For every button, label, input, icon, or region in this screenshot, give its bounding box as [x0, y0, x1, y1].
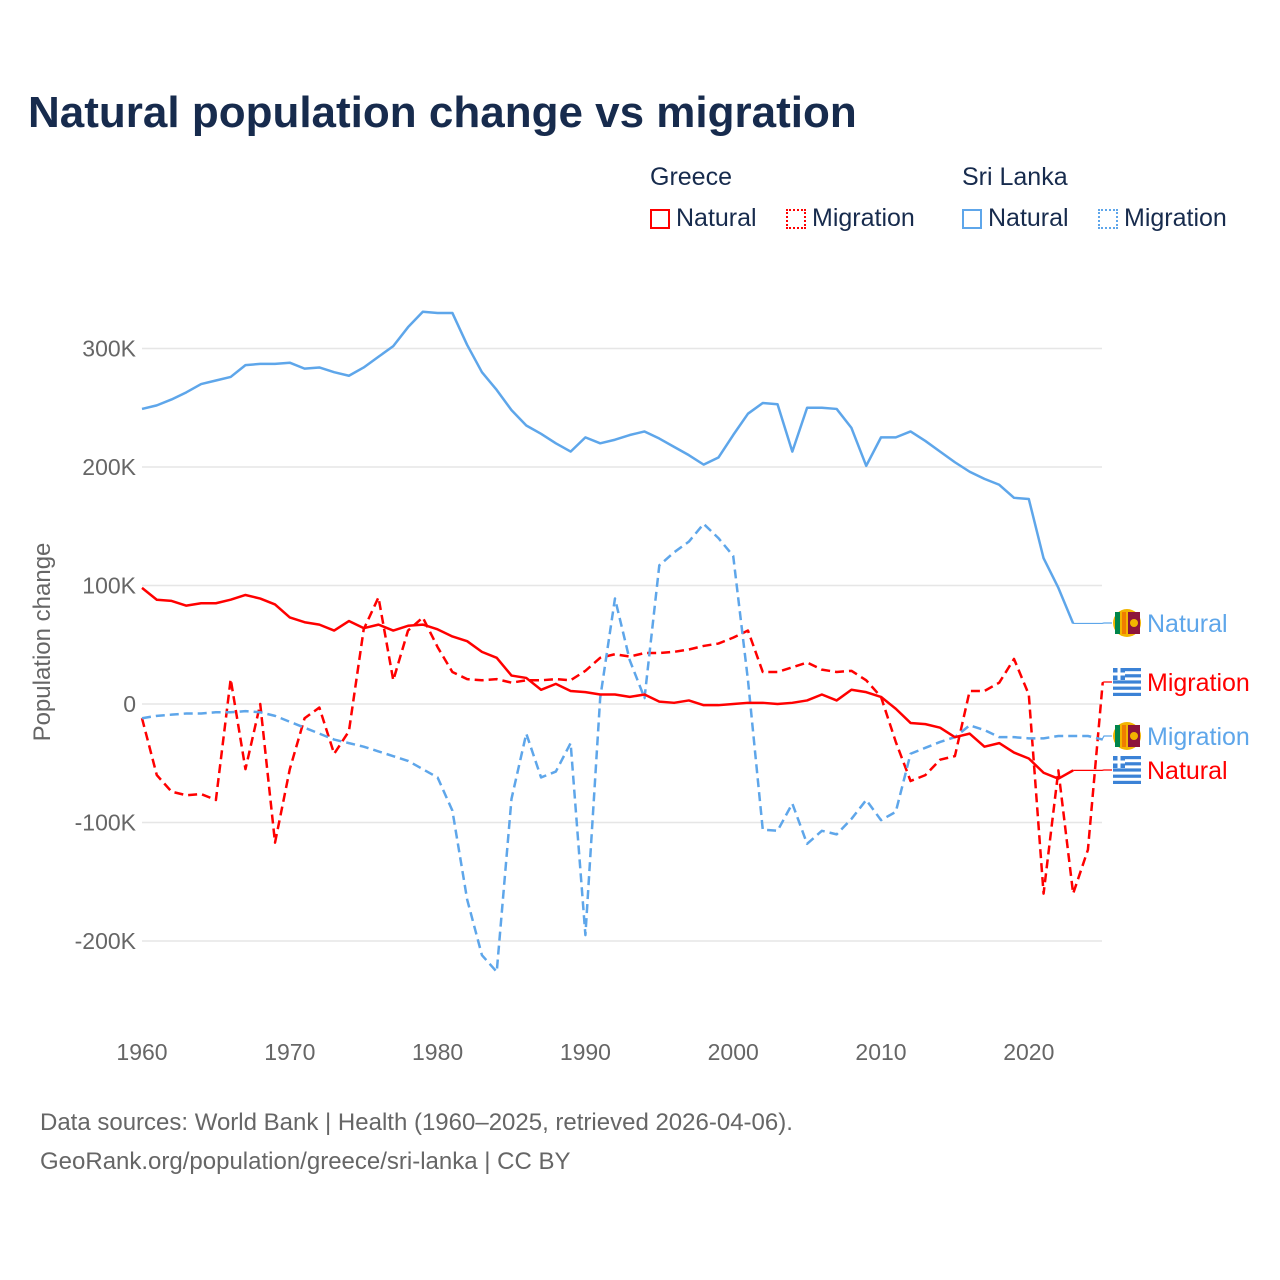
x-tick-label: 1980 [412, 1039, 463, 1065]
y-tick-label: -100K [75, 810, 137, 836]
legend-swatch [786, 208, 806, 229]
flag-band [1122, 612, 1126, 634]
legend-swatch [962, 208, 982, 229]
flag-cross [1113, 672, 1125, 676]
flag-stripe [1113, 780, 1141, 784]
x-tick-label: 2020 [1003, 1039, 1054, 1065]
y-tick-label: 200K [82, 454, 136, 480]
legend-greece-migration[interactable]: Migration [786, 204, 915, 233]
y-tick-label: 0 [123, 691, 136, 717]
x-tick-label: 1990 [560, 1039, 611, 1065]
flag-stripe [1113, 674, 1141, 678]
flag-stripe [1113, 756, 1141, 760]
x-tick-label: 2000 [708, 1039, 759, 1065]
legend-swatch [650, 208, 670, 229]
legend-label: Migration [812, 204, 915, 232]
legend-swatch [1098, 208, 1118, 229]
flag-band [1122, 725, 1126, 747]
flag-stripe [1113, 768, 1141, 772]
legend-group-sri-lanka: Sri Lanka [962, 163, 1068, 191]
legend-greece-natural[interactable]: Natural [650, 204, 757, 233]
flag-band [1115, 612, 1120, 634]
flag-stripe [1113, 774, 1141, 778]
flag-lion [1130, 732, 1138, 740]
flag-stripe [1113, 692, 1141, 696]
flag-stripe [1113, 668, 1141, 672]
x-tick-label: 1970 [264, 1039, 315, 1065]
series-line-sri-lanka-natural [141, 310, 1075, 624]
series-line-greece-natural [141, 586, 1074, 780]
flag-stripe [1113, 680, 1141, 684]
x-tick-label: 1960 [116, 1039, 167, 1065]
series-line-greece-migration [140, 596, 1104, 895]
y-tick-label: 300K [82, 336, 136, 362]
flag-stripe [1113, 686, 1141, 690]
x-tick-label: 2010 [855, 1039, 906, 1065]
footer-source: Data sources: World Bank | Health (1960–… [40, 1109, 793, 1136]
end-label: Natural [1147, 757, 1228, 785]
flag-band [1115, 725, 1120, 747]
legend-label: Natural [676, 204, 757, 232]
end-label: Migration [1147, 723, 1250, 751]
footer-url[interactable]: GeoRank.org/population/greece/sri-lanka … [40, 1148, 571, 1175]
series-line-sri-lanka-migration [141, 522, 1103, 974]
y-axis-label: Population change [29, 543, 56, 742]
legend-label: Migration [1124, 204, 1227, 232]
end-label: Migration [1147, 669, 1250, 697]
label-connector [1100, 735, 1112, 741]
end-label: Natural [1147, 610, 1228, 638]
y-tick-label: 100K [82, 573, 136, 599]
flag-lion [1130, 619, 1138, 627]
flag-cross [1113, 760, 1125, 764]
legend-label: Natural [988, 204, 1069, 232]
y-tick-label: -200K [75, 928, 137, 954]
label-connector [1101, 681, 1112, 684]
chart-title: Natural population change vs migration [28, 88, 857, 137]
legend-group-greece: Greece [650, 163, 732, 191]
flag-stripe [1113, 762, 1141, 766]
legend-sri-lanka-natural[interactable]: Natural [962, 204, 1069, 233]
legend-sri-lanka-migration[interactable]: Migration [1098, 204, 1227, 233]
